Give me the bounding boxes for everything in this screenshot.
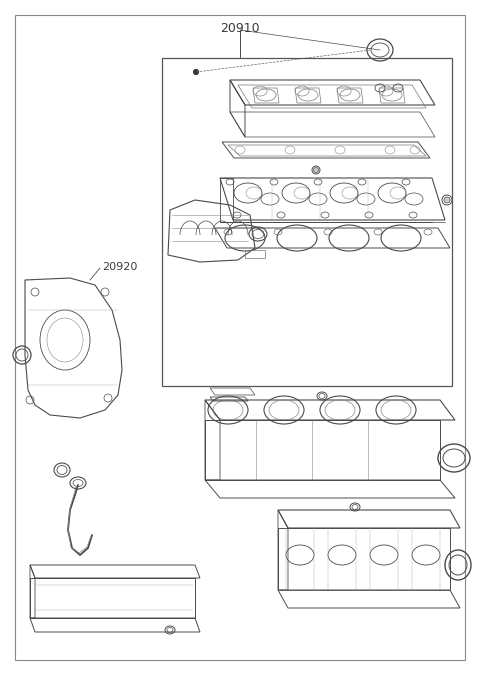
Ellipse shape <box>444 197 450 203</box>
Text: 20920: 20920 <box>102 262 137 272</box>
Ellipse shape <box>313 168 319 172</box>
Bar <box>162 58 452 386</box>
Text: 20910: 20910 <box>220 22 260 35</box>
Ellipse shape <box>193 70 199 74</box>
